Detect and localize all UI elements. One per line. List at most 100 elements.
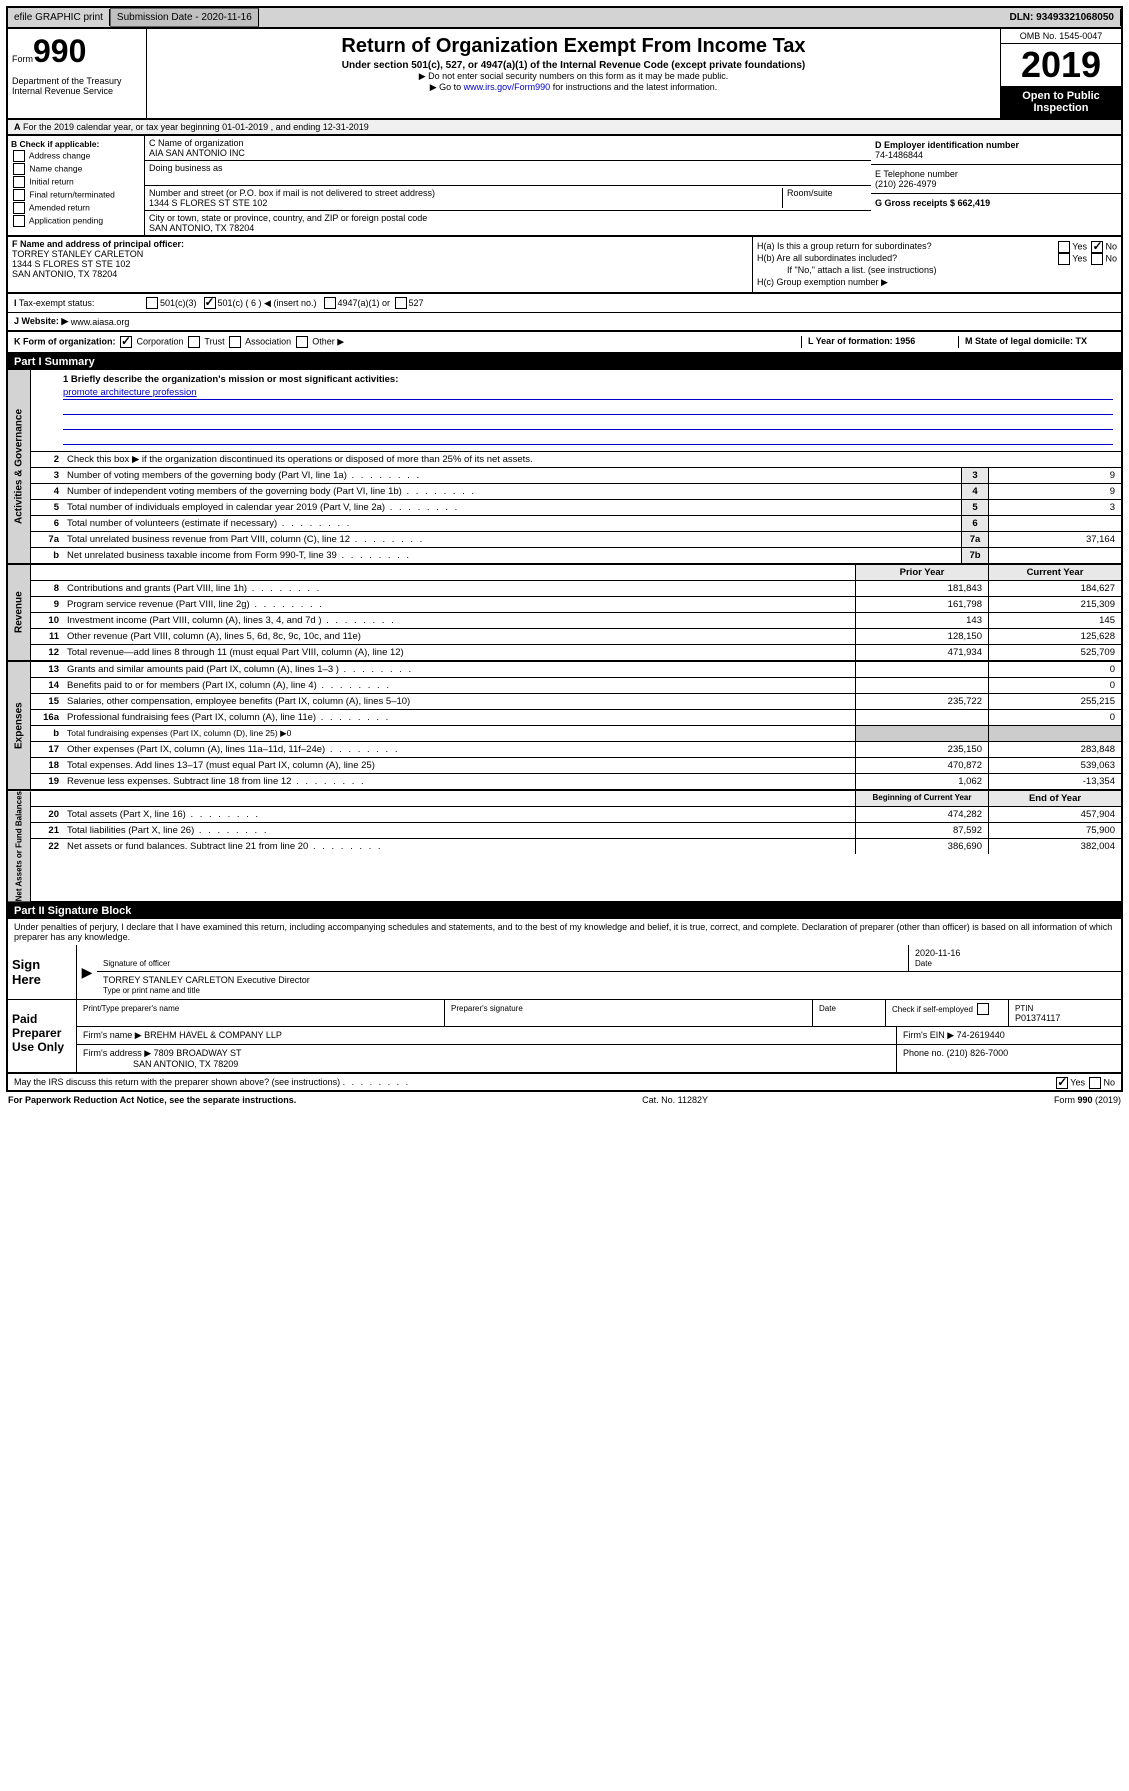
line7b-val xyxy=(988,548,1121,563)
line11-text: Other revenue (Part VIII, column (A), li… xyxy=(67,631,361,642)
prep-sig-label: Preparer's signature xyxy=(451,1004,523,1013)
form-title: Return of Organization Exempt From Incom… xyxy=(151,35,996,58)
line4-text: Number of independent voting members of … xyxy=(67,486,402,497)
hb-note: If "No," attach a list. (see instruction… xyxy=(757,265,1117,275)
side-netassets: Net Assets or Fund Balances xyxy=(8,791,31,901)
check-amended: Amended return xyxy=(29,202,90,212)
phone-value: (210) 226-4979 xyxy=(875,179,1117,189)
line13-text: Grants and similar amounts paid (Part IX… xyxy=(67,664,339,675)
discuss-text: May the IRS discuss this return with the… xyxy=(14,1077,340,1087)
line3-text: Number of voting members of the governin… xyxy=(67,470,347,481)
line21-curr: 75,900 xyxy=(988,823,1121,838)
perjury-text: Under penalties of perjury, I declare th… xyxy=(8,919,1121,945)
side-expenses: Expenses xyxy=(8,662,31,789)
line5-val: 3 xyxy=(988,500,1121,515)
submission-date: Submission Date - 2020-11-16 xyxy=(110,8,259,27)
firm-phone-label: Phone no. xyxy=(903,1048,944,1058)
k-corp: Corporation xyxy=(137,336,184,346)
prep-date-label: Date xyxy=(819,1004,836,1013)
prep-name-label: Print/Type preparer's name xyxy=(83,1004,179,1013)
line10-prior: 143 xyxy=(855,613,988,628)
col-current: Current Year xyxy=(988,565,1121,580)
line15-text: Salaries, other compensation, employee b… xyxy=(67,696,410,707)
line9-prior: 161,798 xyxy=(855,597,988,612)
paid-prep-label: Paid Preparer Use Only xyxy=(8,1000,77,1072)
part2-header: Part II Signature Block xyxy=(6,903,1123,919)
website-label: J Website: ▶ xyxy=(14,316,68,327)
line21-text: Total liabilities (Part X, line 26) xyxy=(67,825,194,836)
line17-curr: 283,848 xyxy=(988,742,1121,757)
side-governance: Activities & Governance xyxy=(8,370,31,563)
line15-prior: 235,722 xyxy=(855,694,988,709)
ein-label: D Employer identification number xyxy=(875,140,1019,150)
line16a-text: Professional fundraising fees (Part IX, … xyxy=(67,712,316,723)
part1-header: Part I Summary xyxy=(6,354,1123,370)
line20-prior: 474,282 xyxy=(855,807,988,822)
line14-text: Benefits paid to or for members (Part IX… xyxy=(67,680,317,691)
line7a-text: Total unrelated business revenue from Pa… xyxy=(67,534,350,545)
line16b-text: Total fundraising expenses (Part IX, col… xyxy=(67,728,291,738)
line8-curr: 184,627 xyxy=(988,581,1121,596)
line20-text: Total assets (Part X, line 16) xyxy=(67,809,186,820)
firm-name-label: Firm's name ▶ xyxy=(83,1030,142,1040)
line4-val: 9 xyxy=(988,484,1121,499)
line6-val xyxy=(988,516,1121,531)
firm-phone: (210) 826-7000 xyxy=(947,1048,1009,1058)
line12-text: Total revenue—add lines 8 through 11 (mu… xyxy=(67,647,404,658)
org-city: SAN ANTONIO, TX 78204 xyxy=(149,223,867,233)
officer-addr1: 1344 S FLORES ST STE 102 xyxy=(12,259,130,269)
line22-curr: 382,004 xyxy=(988,839,1121,854)
firm-ein-label: Firm's EIN ▶ xyxy=(903,1030,954,1040)
line10-curr: 145 xyxy=(988,613,1121,628)
footer-right: Form 990 (2019) xyxy=(1054,1095,1121,1105)
officer-name: TORREY STANLEY CARLETON xyxy=(12,249,143,259)
line18-prior: 470,872 xyxy=(855,758,988,773)
subtitle: Under section 501(c), 527, or 4947(a)(1)… xyxy=(151,60,996,71)
city-label: City or town, state or province, country… xyxy=(149,213,867,223)
efile-label: efile GRAPHIC print xyxy=(8,9,110,26)
org-addr: 1344 S FLORES ST STE 102 xyxy=(149,198,782,208)
line22-prior: 386,690 xyxy=(855,839,988,854)
line19-text: Revenue less expenses. Subtract line 18 … xyxy=(67,776,291,787)
firm-name: BREHM HAVEL & COMPANY LLP xyxy=(144,1030,282,1040)
line15-curr: 255,215 xyxy=(988,694,1121,709)
tax-opt2: 501(c) ( 6 ) ◀ (insert no.) xyxy=(218,298,317,309)
sig-date-val: 2020-11-16 xyxy=(915,948,960,958)
room-label: Room/suite xyxy=(782,188,867,208)
line3-val: 9 xyxy=(988,468,1121,483)
note1: ▶ Do not enter social security numbers o… xyxy=(151,71,996,82)
line13-curr: 0 xyxy=(988,662,1121,677)
line18-curr: 539,063 xyxy=(988,758,1121,773)
ein-value: 74-1486844 xyxy=(875,150,923,160)
line6-text: Total number of volunteers (estimate if … xyxy=(67,518,277,529)
note2-post: for instructions and the latest informat… xyxy=(553,82,718,92)
tax-opt4: 527 xyxy=(409,298,424,308)
note2-link[interactable]: www.irs.gov/Form990 xyxy=(464,82,551,92)
omb-number: OMB No. 1545-0047 xyxy=(1001,29,1121,44)
side-revenue: Revenue xyxy=(8,565,31,660)
line22-text: Net assets or fund balances. Subtract li… xyxy=(67,841,308,852)
line14-curr: 0 xyxy=(988,678,1121,693)
officer-row: F Name and address of principal officer:… xyxy=(6,237,1123,294)
form-number: 990 xyxy=(33,33,86,70)
mission-text: promote architecture profession xyxy=(63,387,197,398)
firm-city: SAN ANTONIO, TX 78209 xyxy=(133,1059,238,1069)
hc-label: H(c) Group exemption number ▶ xyxy=(757,277,1117,288)
tax-opt1: 501(c)(3) xyxy=(160,298,197,308)
top-bar: efile GRAPHIC print Submission Date - 20… xyxy=(6,6,1123,29)
line17-text: Other expenses (Part IX, column (A), lin… xyxy=(67,744,325,755)
k-other: Other ▶ xyxy=(312,336,344,346)
line7a-val: 37,164 xyxy=(988,532,1121,547)
footer-left: For Paperwork Reduction Act Notice, see … xyxy=(8,1095,296,1105)
sig-date-label: Date xyxy=(915,959,932,968)
self-emp: Check if self-employed xyxy=(892,1005,973,1014)
sig-officer-label: Signature of officer xyxy=(103,959,170,968)
line19-curr: -13,354 xyxy=(988,774,1121,789)
ptin-val: P01374117 xyxy=(1015,1013,1060,1023)
line13-prior xyxy=(855,662,988,677)
col-prior: Prior Year xyxy=(855,565,988,580)
line11-curr: 125,628 xyxy=(988,629,1121,644)
dln: DLN: 93493321068050 xyxy=(1003,9,1121,26)
line2-text: Check this box ▶ if the organization dis… xyxy=(67,454,533,465)
footer: For Paperwork Reduction Act Notice, see … xyxy=(6,1092,1123,1108)
